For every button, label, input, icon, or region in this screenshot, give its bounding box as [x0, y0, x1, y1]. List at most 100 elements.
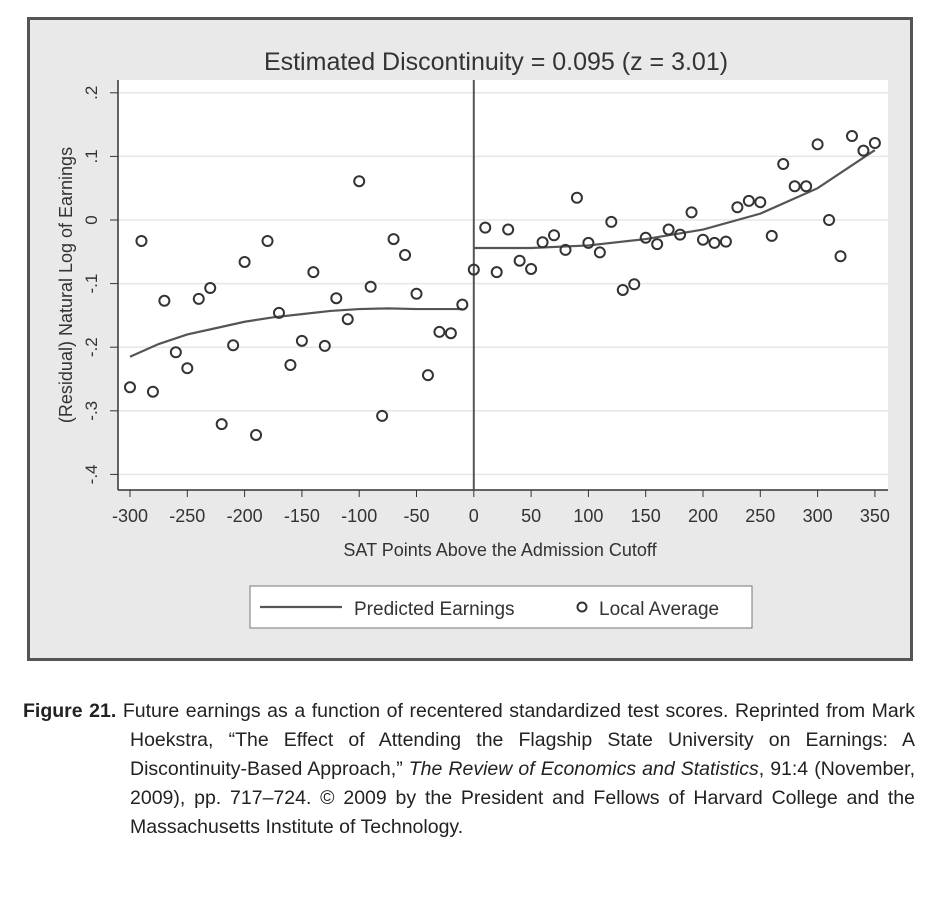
local-average-point [284, 359, 297, 372]
y-tick-label: -.4 [82, 464, 101, 484]
y-tick-label: -.2 [82, 337, 101, 357]
x-tick-label: -200 [227, 506, 263, 526]
x-tick-label: 50 [521, 506, 541, 526]
local-average-point [868, 137, 881, 150]
x-tick-label: 100 [573, 506, 603, 526]
local-average-point [341, 313, 354, 326]
local-average-point [845, 130, 858, 143]
x-tick-label: 300 [803, 506, 833, 526]
local-average-point [548, 229, 561, 242]
local-average-point [582, 236, 595, 249]
local-average-point [570, 191, 583, 204]
local-average-point [662, 223, 675, 236]
local-average-point [250, 428, 263, 441]
local-average-point [754, 196, 767, 209]
local-average-point [410, 287, 423, 300]
local-average-point [788, 180, 801, 193]
local-average-point [467, 263, 480, 276]
local-average-point [158, 294, 171, 307]
local-average-point [834, 250, 847, 263]
local-average-point [777, 158, 790, 171]
local-average-point [731, 201, 744, 214]
local-average-point [697, 233, 709, 246]
y-tick-label: 0 [82, 215, 101, 224]
local-average-point [800, 180, 813, 193]
y-tick-label: .1 [82, 149, 101, 163]
chart-title: Estimated Discontinuity = 0.095 (z = 3.0… [264, 48, 728, 76]
plot-area [118, 80, 888, 490]
local-average-point [685, 206, 698, 219]
local-average-point [616, 283, 629, 296]
x-tick-label: 150 [631, 506, 661, 526]
x-tick-label: 0 [469, 506, 479, 526]
local-average-point [857, 144, 870, 157]
y-axis-label: (Residual) Natural Log of Earnings [56, 147, 76, 423]
local-average-point [823, 214, 836, 226]
y-tick-label: -.1 [82, 274, 101, 294]
x-tick-label: 350 [860, 506, 890, 526]
local-average-point [376, 409, 389, 422]
x-tick-label: -250 [169, 506, 205, 526]
local-average-point [364, 280, 377, 293]
local-average-point [719, 235, 732, 248]
local-average-point [238, 255, 251, 268]
x-tick-label: 250 [745, 506, 775, 526]
x-tick-label: -100 [341, 506, 377, 526]
local-average-point [421, 369, 434, 382]
local-average-point [192, 292, 205, 305]
local-average-point [295, 334, 308, 347]
local-average-point [559, 243, 572, 256]
x-tick-label: -150 [284, 506, 320, 526]
local-average-point [318, 339, 331, 352]
local-average-point [593, 246, 606, 259]
local-average-point [387, 233, 400, 246]
local-average-point [525, 262, 538, 275]
x-tick-label: -50 [403, 506, 429, 526]
local-average-point [169, 346, 182, 359]
local-average-point [261, 234, 274, 247]
local-average-point [811, 138, 824, 151]
x-tick-label: -300 [112, 506, 148, 526]
local-average-point [204, 282, 217, 295]
local-average-point [215, 418, 228, 431]
local-average-point [502, 223, 515, 236]
local-average-point [124, 381, 136, 394]
local-average-point [227, 339, 240, 352]
caption-text: Future earnings as a function of recente… [116, 700, 915, 780]
legend-label: Predicted Earnings [354, 599, 515, 620]
local-average-point [399, 248, 412, 261]
local-average-point [674, 228, 687, 241]
caption-text-2: , 91:4 (November, 2009), pp. 717–724. © … [130, 758, 915, 838]
local-average-point [651, 238, 664, 251]
caption-label: Figure 21. [23, 700, 117, 722]
local-average-point [490, 266, 503, 279]
local-average-point [146, 385, 159, 398]
y-tick-label: .2 [82, 86, 101, 100]
local-average-point [513, 254, 526, 267]
local-average-point [135, 234, 148, 247]
caption-journal: The Review of Economics and Statistics [408, 758, 759, 780]
x-axis-label: SAT Points Above the Admission Cutoff [343, 540, 657, 560]
local-average-point [536, 236, 549, 249]
local-average-point [605, 215, 618, 228]
local-average-point [272, 306, 285, 319]
legend-label: Local Average [599, 599, 719, 620]
figure-caption: Figure 21. Future earnings as a function… [23, 697, 915, 842]
local-average-point [639, 231, 652, 244]
local-average-point [479, 221, 492, 234]
y-tick-label: -.3 [82, 401, 101, 421]
local-average-point [330, 292, 343, 305]
local-average-point [456, 298, 469, 311]
local-average-point [765, 229, 778, 242]
chart: -.4 -.3 -.2 -.1 0 .1 .2 -300 -250 -200 -150 -100 -50… [56, 48, 890, 629]
local-average-point [444, 327, 457, 340]
predicted-earnings-line [129, 307, 463, 358]
local-average-point [353, 175, 366, 188]
legend-marker-swatch [576, 601, 588, 613]
local-average-point [433, 325, 446, 338]
local-average-point [742, 194, 755, 207]
local-average-point [708, 236, 721, 249]
x-tick-label: 200 [688, 506, 718, 526]
local-average-point [628, 278, 641, 291]
local-average-point [181, 362, 194, 375]
